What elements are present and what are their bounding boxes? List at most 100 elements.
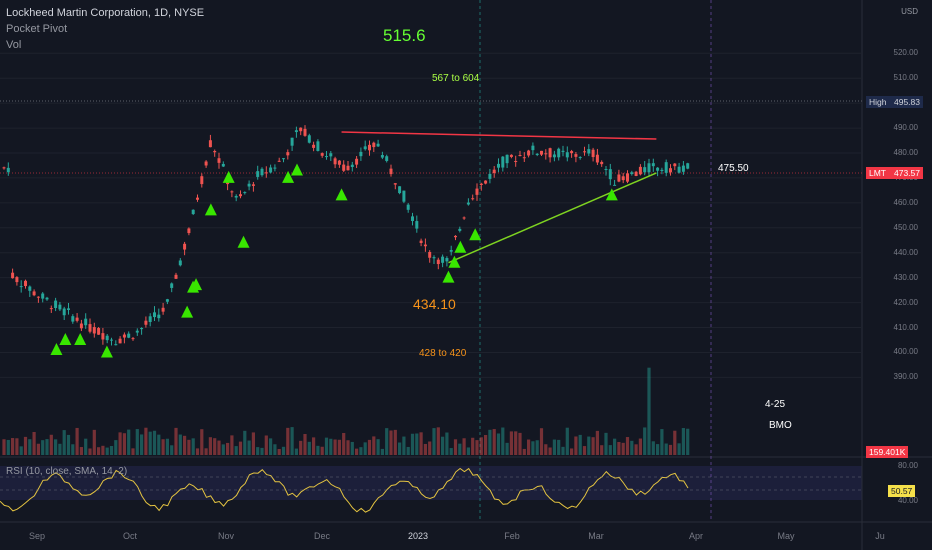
volume-bar xyxy=(587,436,591,455)
volume-bar xyxy=(389,430,393,455)
candle-body xyxy=(251,184,255,186)
volume-tag-value: 159.401K xyxy=(866,446,909,458)
candle-body xyxy=(380,155,384,158)
volume-bar xyxy=(32,431,36,455)
candle-body xyxy=(127,333,131,338)
volume-bar xyxy=(621,442,625,455)
volume-bar xyxy=(144,427,148,455)
volume-bar xyxy=(165,438,169,455)
volume-bar xyxy=(183,435,187,455)
rsi-upper-label: 80.00 xyxy=(897,461,918,470)
volume-bar xyxy=(393,429,397,455)
volume-bar xyxy=(307,441,311,455)
volume-bar xyxy=(243,430,247,455)
candle-body xyxy=(200,176,204,185)
candle-body xyxy=(6,167,10,173)
pocket-pivot-marker xyxy=(204,203,217,216)
trendline-value-annotation: 475.50 xyxy=(718,163,749,174)
volume-bar xyxy=(178,434,182,455)
pocket-pivot-marker xyxy=(442,270,455,283)
volume-bar xyxy=(428,441,432,455)
volume-bar xyxy=(23,436,28,455)
time-tick-label: Dec xyxy=(313,531,331,541)
candle-body xyxy=(32,291,36,296)
volume-bar xyxy=(445,432,449,455)
volume-bar xyxy=(316,445,320,455)
candle-body xyxy=(574,154,578,157)
volume-bar xyxy=(2,439,6,455)
volume-bar xyxy=(71,444,75,455)
pocket-pivot-marker xyxy=(237,235,250,248)
volume-bar xyxy=(131,448,135,455)
time-tick-label: Ju xyxy=(875,531,885,541)
candle-body xyxy=(570,151,574,154)
candle-body xyxy=(428,251,432,258)
volume-bar xyxy=(127,429,131,455)
volume-bar xyxy=(423,443,427,455)
candle-body xyxy=(45,297,49,300)
candle-body xyxy=(122,334,126,338)
pocket-pivot-marker xyxy=(74,333,87,346)
candle-body xyxy=(213,151,217,153)
pocket-pivot-marker xyxy=(291,163,303,176)
pocket-pivot-marker xyxy=(181,305,194,318)
volume-bar xyxy=(475,440,479,455)
candle-body xyxy=(651,163,655,167)
candle-body xyxy=(264,172,268,174)
volume-bar xyxy=(213,438,217,455)
candle-body xyxy=(634,171,638,177)
time-tick-label: Sep xyxy=(28,531,46,541)
candle-body xyxy=(161,307,165,312)
candle-body xyxy=(527,150,531,156)
volume-bar xyxy=(28,439,32,455)
candle-body xyxy=(337,160,341,165)
candle-body xyxy=(372,142,376,148)
volume-bar xyxy=(226,442,230,455)
volume-bar xyxy=(681,428,685,455)
candle-body xyxy=(406,204,410,210)
candle-body xyxy=(462,217,466,219)
price-tick-label: 390.00 xyxy=(893,372,918,382)
candle-body xyxy=(19,286,23,288)
pocket-pivot-marker xyxy=(335,188,348,201)
candle-body xyxy=(673,163,677,167)
volume-bar xyxy=(277,448,281,455)
candle-body xyxy=(2,167,6,169)
candle-body xyxy=(24,280,27,287)
volume-bar xyxy=(574,436,578,455)
volume-bar xyxy=(88,448,92,455)
candle-body xyxy=(273,167,277,169)
candle-body xyxy=(411,216,414,222)
candle-body xyxy=(307,135,311,143)
volume-bar xyxy=(303,434,307,455)
volume-bar xyxy=(114,440,118,455)
candle-body xyxy=(630,172,634,175)
volume-bar xyxy=(561,446,565,455)
price-tick-label: 440.00 xyxy=(893,247,918,257)
volume-bar xyxy=(247,440,251,455)
candle-body xyxy=(423,244,427,247)
volume-bar xyxy=(84,438,88,455)
indicator-label[interactable]: Pocket Pivot xyxy=(6,23,68,35)
earnings-date-annotation: 4-25 xyxy=(765,399,786,410)
volume-bar xyxy=(488,429,492,455)
volume-bar xyxy=(337,439,341,455)
candle-body xyxy=(626,173,629,182)
candle-body xyxy=(92,327,96,334)
volume-bar xyxy=(200,429,204,455)
volume-bar xyxy=(320,446,324,455)
chart-title[interactable]: Lockheed Martin Corporation, 1D, NYSE xyxy=(6,7,205,19)
candle-body xyxy=(174,274,178,279)
support-annotation: 434.10 xyxy=(413,296,456,312)
support-line xyxy=(448,172,657,264)
time-tick-label: Nov xyxy=(217,531,235,541)
candle-body xyxy=(217,158,221,163)
candle-body xyxy=(350,164,354,168)
candle-body xyxy=(54,300,58,309)
candle-body xyxy=(230,191,234,193)
volume-label[interactable]: Vol xyxy=(6,39,22,51)
rsi-label[interactable]: RSI (10, close, SMA, 14, 2) xyxy=(6,466,128,477)
volume-bar xyxy=(643,427,647,455)
